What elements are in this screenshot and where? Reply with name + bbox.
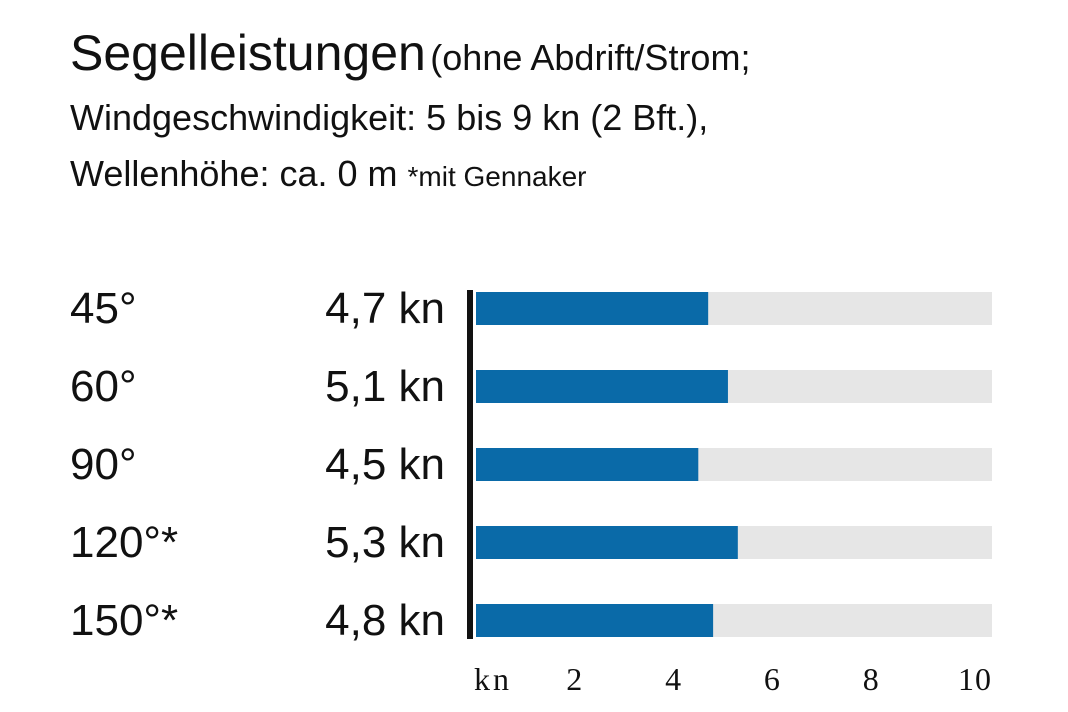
value-label: 5,1 kn	[325, 362, 445, 411]
x-tick-label: 4	[665, 661, 682, 697]
value-label: 4,7 kn	[325, 284, 445, 333]
title-main: Segelleistungen	[70, 25, 426, 81]
gennaker-note: *mit Gennaker	[407, 161, 587, 192]
title-parenthetical: (ohne Abdrift/Strom;	[430, 37, 751, 78]
category-label: 45°	[70, 284, 137, 333]
x-tick-label: 10	[958, 661, 992, 697]
x-tick-label: 8	[863, 661, 880, 697]
category-label: 120°*	[70, 518, 178, 567]
x-tick-label: 6	[764, 661, 781, 697]
category-label: 60°	[70, 362, 137, 411]
title-line-3: Wellenhöhe: ca. 0 m *mit Gennaker	[70, 156, 750, 192]
bar	[476, 448, 699, 481]
bar	[476, 370, 728, 403]
category-label: 150°*	[70, 596, 178, 645]
title-line-2: Windgeschwindigkeit: 5 bis 9 kn (2 Bft.)…	[70, 97, 709, 138]
x-tick-label: kn	[474, 661, 512, 697]
title-line-3-text: Wellenhöhe: ca. 0 m	[70, 153, 398, 194]
x-tick-label: 2	[566, 661, 583, 697]
bar	[476, 292, 709, 325]
value-label: 4,8 kn	[325, 596, 445, 645]
value-label: 4,5 kn	[325, 440, 445, 489]
value-label: 5,3 kn	[325, 518, 445, 567]
title-line-1: Segelleistungen (ohne Abdrift/Strom;	[70, 28, 750, 78]
category-label: 90°	[70, 440, 137, 489]
bar	[476, 526, 738, 559]
chart-title: Segelleistungen (ohne Abdrift/Strom; Win…	[70, 28, 750, 192]
bar	[476, 604, 714, 637]
